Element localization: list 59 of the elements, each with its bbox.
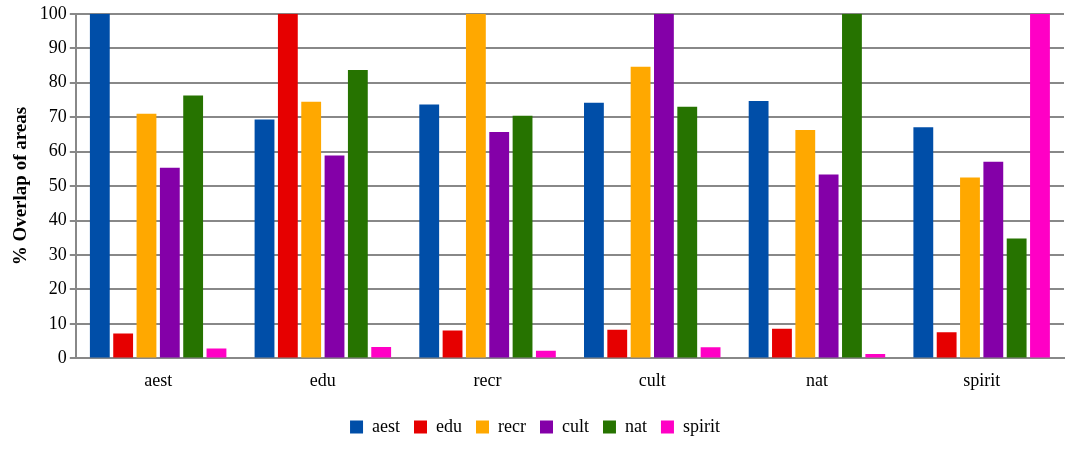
y-tick-label: 50 — [48, 174, 67, 195]
y-tick-label: 100 — [39, 2, 67, 23]
legend-label: cult — [561, 415, 589, 436]
x-tick-label: edu — [309, 369, 336, 390]
bar — [700, 347, 721, 358]
bar — [795, 129, 816, 358]
x-tick-label: cult — [638, 369, 666, 390]
bar — [371, 347, 392, 358]
bar — [465, 13, 486, 358]
bar — [584, 102, 604, 358]
bar — [254, 119, 275, 358]
y-tick-label: 0 — [57, 347, 67, 368]
bar — [419, 104, 440, 358]
y-tick-label: 90 — [48, 36, 67, 57]
bar — [183, 95, 204, 358]
bar — [347, 69, 368, 358]
bar — [960, 177, 980, 358]
y-tick-label: 70 — [48, 105, 67, 126]
x-tick-label: nat — [805, 369, 828, 390]
bar — [136, 113, 157, 358]
bar — [512, 115, 533, 358]
bar — [607, 329, 628, 358]
bar — [1006, 238, 1027, 358]
bar — [913, 127, 934, 358]
legend-label: edu — [436, 415, 463, 436]
bar — [442, 330, 463, 358]
legend-label: spirit — [682, 415, 720, 436]
bar — [818, 174, 839, 358]
bar — [654, 13, 674, 358]
bar — [936, 332, 957, 358]
bar — [772, 328, 792, 358]
x-tick-label: aest — [144, 369, 173, 390]
bar — [277, 13, 298, 358]
x-tick-label: spirit — [963, 369, 1001, 390]
bar — [983, 161, 1004, 358]
legend-label: aest — [372, 415, 401, 436]
y-tick-label: 80 — [48, 71, 67, 92]
bar — [677, 106, 698, 358]
bar — [113, 333, 134, 358]
bar — [489, 132, 510, 358]
bar — [301, 101, 322, 358]
bar — [842, 13, 862, 358]
bar — [324, 155, 345, 358]
bar — [535, 350, 556, 358]
y-tick-label: 40 — [48, 209, 67, 230]
y-tick-label: 20 — [48, 278, 67, 299]
y-axis-title: % Overlap of areas — [9, 106, 31, 266]
bar — [89, 13, 110, 358]
bar — [206, 348, 227, 358]
x-tick-label: recr — [473, 369, 502, 390]
bar — [1030, 13, 1050, 358]
legend-label: recr — [498, 415, 526, 436]
y-tick-label: 60 — [48, 140, 67, 161]
bar — [159, 167, 180, 358]
y-tick-label: 30 — [48, 243, 67, 264]
bar — [748, 100, 769, 358]
legend-label: nat — [624, 415, 647, 436]
bar — [630, 66, 651, 358]
y-tick-label: 10 — [48, 312, 67, 333]
